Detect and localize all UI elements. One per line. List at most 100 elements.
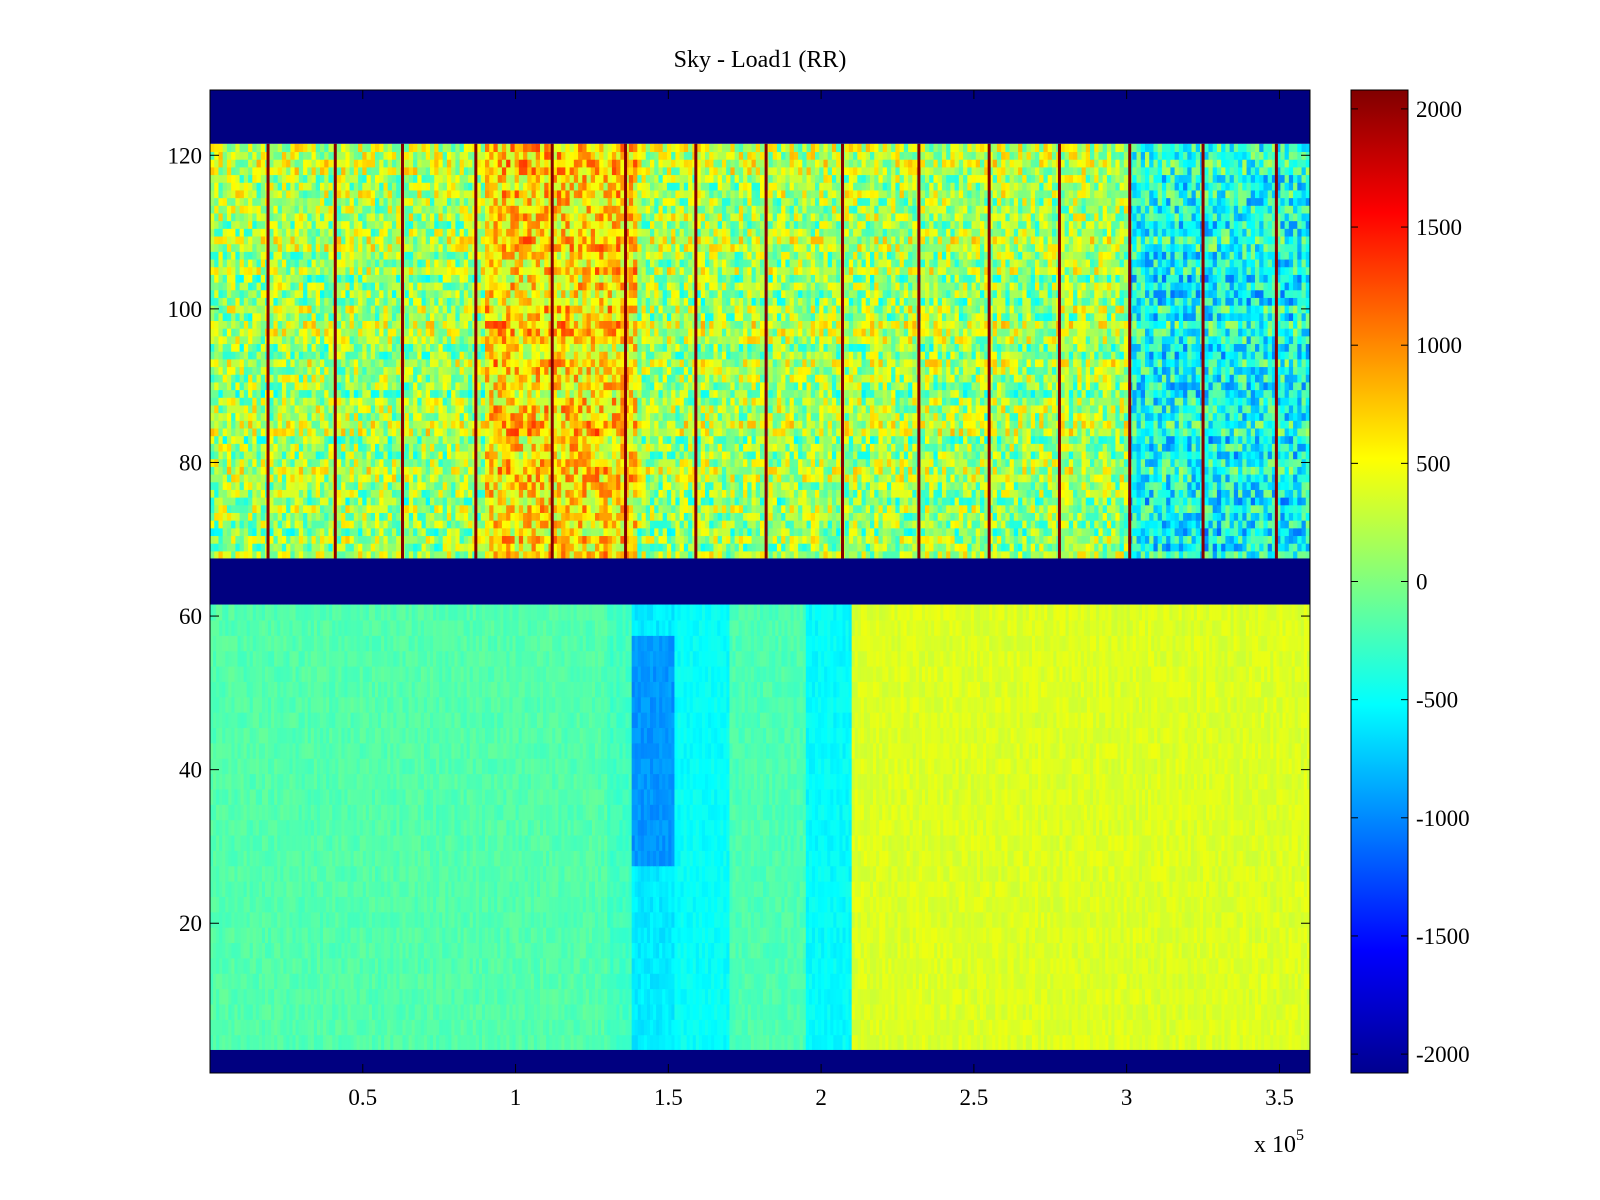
heatmap-cell [248, 527, 253, 537]
heatmap-cell [1119, 481, 1125, 490]
heatmap-cell [387, 535, 393, 544]
heatmap-cell [1233, 489, 1239, 498]
heatmap-cell [311, 550, 317, 560]
heatmap-cell [281, 473, 287, 483]
heatmap-cell [793, 535, 799, 544]
heatmap-cell [675, 512, 681, 521]
heatmap-cell [430, 481, 435, 490]
heatmap-cell [709, 443, 715, 452]
heatmap-cell [582, 435, 588, 444]
heatmap-cell [599, 458, 605, 467]
heatmap-cell [1022, 458, 1028, 467]
heatmap-cell [298, 504, 304, 513]
heatmap-cell [734, 466, 740, 475]
heatmap-cell [827, 473, 833, 483]
heatmap-cell [789, 520, 795, 529]
heatmap-cell [315, 520, 321, 529]
heatmap-cell [891, 527, 896, 537]
heatmap-cell [954, 450, 960, 460]
heatmap-cell [963, 481, 968, 490]
heatmap-cell [717, 535, 723, 544]
heatmap-cell [1098, 543, 1104, 552]
heatmap-cell [650, 412, 655, 421]
heatmap-cell [637, 427, 643, 437]
heatmap-cell [455, 481, 461, 490]
heatmap-cell [874, 497, 880, 506]
heatmap-cell [683, 527, 689, 537]
heatmap-cell [819, 443, 825, 452]
heatmap-cell [886, 520, 892, 529]
heatmap-cell [1132, 550, 1138, 560]
heatmap-cell [349, 512, 355, 521]
heatmap-cell [1060, 420, 1066, 429]
heatmap-cell [1018, 481, 1023, 490]
heatmap-cell [269, 420, 275, 429]
heatmap-cell [303, 427, 308, 437]
heatmap-cell [1301, 543, 1307, 552]
heatmap-cell [975, 497, 981, 506]
heatmap-cell [366, 450, 372, 460]
heatmap-cell [768, 443, 774, 452]
heatmap-cell [290, 420, 296, 429]
heatmap-cell [434, 435, 440, 444]
heatmap-cell [1191, 489, 1197, 498]
heatmap-cell [518, 535, 524, 544]
heatmap-cell [1132, 443, 1138, 452]
heatmap-cell [582, 527, 588, 537]
heatmap-cell [1225, 504, 1231, 513]
heatmap-cell [527, 427, 533, 437]
heatmap-cell [954, 520, 960, 529]
heatmap-cell [996, 535, 1002, 544]
heatmap-cell [958, 535, 964, 544]
heatmap-cell [506, 412, 511, 421]
heatmap-cell [298, 520, 304, 529]
heatmap-cell [1229, 458, 1235, 467]
heatmap-cell [582, 550, 588, 560]
heatmap-cell [857, 520, 863, 529]
heatmap-cell [827, 420, 833, 429]
heatmap-cell [408, 458, 414, 467]
heatmap-cell [383, 512, 389, 521]
heatmap-cell [929, 450, 935, 460]
heatmap-cell [768, 550, 774, 560]
heatmap-cell [290, 489, 296, 498]
heatmap-cell [1051, 458, 1057, 467]
heatmap-cell [1187, 543, 1193, 552]
heatmap-cell [595, 543, 600, 552]
heatmap-cell [324, 520, 330, 529]
heatmap-cell [1022, 443, 1028, 452]
heatmap-cell [434, 543, 440, 552]
heatmap-cell [235, 481, 241, 490]
heatmap-cell [1005, 473, 1011, 483]
heatmap-cell [963, 443, 968, 452]
heatmap-cell [1221, 420, 1226, 429]
heatmap-cell [950, 481, 956, 490]
heatmap-cell [421, 473, 427, 483]
heatmap-cell [286, 427, 291, 437]
heatmap-cell [810, 527, 816, 537]
heatmap-cell [886, 512, 892, 521]
heatmap-cell [239, 404, 245, 414]
heatmap-cell [256, 458, 262, 467]
heatmap-cell [315, 543, 321, 552]
heatmap-cell [531, 481, 537, 490]
heatmap-cell [281, 443, 287, 452]
heatmap-cell [497, 412, 503, 421]
heatmap-cell [912, 450, 918, 460]
heatmap-cell [341, 412, 346, 421]
heatmap-cell [734, 427, 740, 437]
heatmap-cell [633, 489, 638, 498]
heatmap-cell [768, 520, 774, 529]
heatmap-cell [1174, 473, 1180, 483]
heatmap-cell [501, 466, 507, 475]
heatmap-cell [349, 473, 355, 483]
heatmap-cell [1111, 497, 1116, 506]
heatmap-cell [459, 450, 465, 460]
heatmap-cell [637, 520, 643, 529]
heatmap-cell [243, 504, 249, 513]
heatmap-cell [1183, 543, 1188, 552]
heatmap-cell [1153, 535, 1159, 544]
heatmap-cell [848, 504, 854, 513]
heatmap-cell [455, 504, 461, 513]
heatmap-cell [857, 466, 863, 475]
